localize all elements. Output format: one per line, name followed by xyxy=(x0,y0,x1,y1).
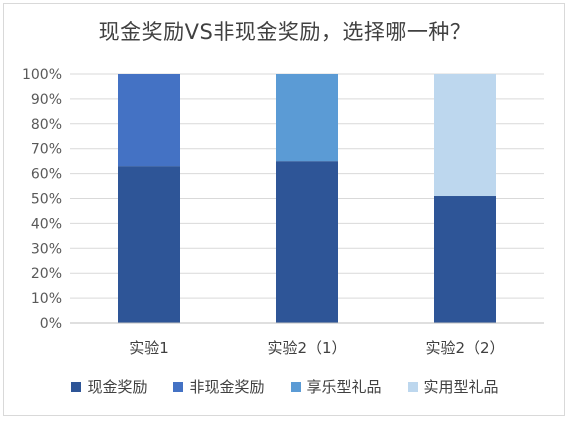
legend-item: 非现金奖励 xyxy=(173,376,265,397)
bar-segment xyxy=(434,196,496,323)
y-tick-label: 40% xyxy=(31,216,62,232)
bar-segment xyxy=(118,74,180,167)
x-tick-label: 实验2（2） xyxy=(425,339,504,357)
y-tick-label: 80% xyxy=(31,117,62,133)
legend-swatch xyxy=(290,381,301,392)
bar-segment xyxy=(276,74,338,162)
y-tick-label: 100% xyxy=(22,67,62,83)
bar-segment xyxy=(118,166,180,323)
chart-legend: 现金奖励 非现金奖励 享乐型礼品 实用型礼品 xyxy=(0,376,570,397)
y-tick-label: 30% xyxy=(31,241,62,257)
legend-label: 享乐型礼品 xyxy=(306,378,382,396)
y-tick-label: 20% xyxy=(31,266,62,282)
bar-segment xyxy=(276,161,338,323)
legend-label: 实用型礼品 xyxy=(423,378,499,396)
legend-swatch xyxy=(71,381,82,392)
legend-item: 享乐型礼品 xyxy=(290,376,382,397)
x-tick-label: 实验2（1） xyxy=(267,339,346,357)
legend-label: 现金奖励 xyxy=(87,378,148,396)
y-tick-label: 10% xyxy=(31,291,62,307)
y-tick-label: 60% xyxy=(31,167,62,183)
x-tick-label: 实验1 xyxy=(129,339,169,357)
legend-label: 非现金奖励 xyxy=(189,378,265,396)
legend-item: 实用型礼品 xyxy=(407,376,499,397)
legend-swatch xyxy=(173,381,184,392)
y-tick-label: 90% xyxy=(31,92,62,108)
chart-title: 现金奖励VS非现金奖励，选择哪一种？ xyxy=(98,20,472,44)
y-tick-label: 0% xyxy=(40,316,62,332)
y-tick-label: 70% xyxy=(31,142,62,158)
y-tick-label: 50% xyxy=(31,192,62,208)
legend-swatch xyxy=(407,381,418,392)
legend-item: 现金奖励 xyxy=(71,376,147,397)
bar-segment xyxy=(434,74,496,197)
